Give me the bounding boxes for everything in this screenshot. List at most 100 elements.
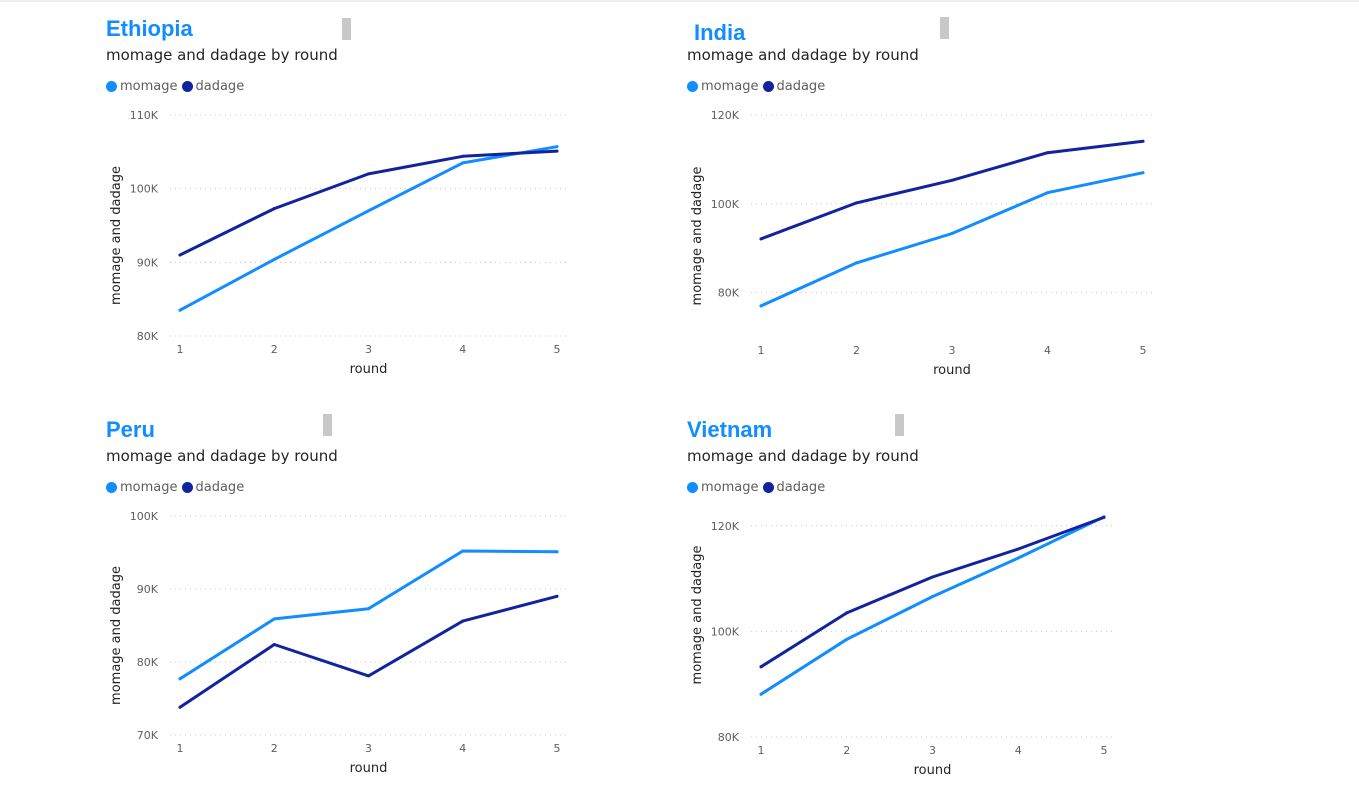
y-axis-title: momage and dadage <box>690 546 705 685</box>
x-axis-title: round <box>933 363 971 378</box>
line-chart-india: 80K 100K 120K 1 2 3 4 5 round momage and dadage <box>690 109 1153 378</box>
x-tick-label: 4 <box>459 742 466 755</box>
legend-label-momage: momage <box>701 79 759 94</box>
data-point-dadage <box>178 705 182 709</box>
legend-item-momage[interactable]: momage <box>106 480 178 495</box>
y-tick-label: 120K <box>711 520 740 533</box>
data-point-momage <box>1016 556 1020 560</box>
x-tick-label: 2 <box>271 742 278 755</box>
data-point-momage <box>367 607 370 611</box>
series-line-momage <box>759 515 1106 696</box>
legend-item-dadage[interactable]: dadage <box>762 480 826 495</box>
data-point-momage <box>555 145 559 149</box>
data-point-momage <box>178 308 182 312</box>
legend-item-momage[interactable]: momage <box>687 79 759 94</box>
y-axis-title: momage and dadage <box>690 167 705 306</box>
x-tick-label: 3 <box>365 343 372 356</box>
legend-dot-dadage <box>762 482 774 493</box>
data-point-dadage <box>845 611 849 615</box>
series-line-dadage <box>178 594 559 709</box>
x-tick-label: 3 <box>949 344 956 357</box>
x-tick-label: 1 <box>177 742 184 755</box>
y-tick-label: 80K <box>137 330 159 343</box>
legend-item-momage[interactable]: momage <box>687 480 759 495</box>
x-tick-label: 1 <box>758 744 765 757</box>
legend-dot-momage <box>106 81 117 92</box>
legend-label-dadage: dadage <box>195 79 245 94</box>
data-point-dadage <box>1016 547 1020 551</box>
country-title: India <box>694 20 746 45</box>
data-point-dadage <box>178 253 182 257</box>
y-tick-label: 80K <box>137 656 159 669</box>
x-axis-title: round <box>350 761 388 776</box>
top-divider <box>0 0 1359 2</box>
x-tick-label: 1 <box>177 343 184 356</box>
data-point-momage <box>759 304 763 308</box>
data-point-dadage <box>555 594 559 598</box>
x-tick-label: 2 <box>853 344 860 357</box>
y-tick-label: 100K <box>711 198 740 211</box>
line-chart-peru: 70K 80K 90K 100K 1 2 3 4 5 round momage and dadage <box>109 510 567 776</box>
chart-title: momage and dadage by round <box>687 447 919 465</box>
y-tick-label: 90K <box>137 256 159 269</box>
data-point-dadage <box>855 201 858 205</box>
chart-panel-india: India momage and dadage by round momage … <box>687 16 1247 401</box>
y-tick-label: 120K <box>711 109 740 122</box>
data-point-momage <box>272 257 276 261</box>
drag-handle[interactable] <box>940 17 949 39</box>
legend: momage dadage <box>687 79 829 94</box>
data-point-dadage <box>367 172 370 176</box>
legend: momage dadage <box>106 480 248 495</box>
y-tick-label: 110K <box>130 109 159 122</box>
data-point-dadage <box>931 575 934 579</box>
x-tick-label: 2 <box>271 343 278 356</box>
legend: momage dadage <box>106 79 248 94</box>
data-point-dadage <box>367 674 370 678</box>
drag-handle[interactable] <box>342 18 351 40</box>
legend-label-dadage: dadage <box>776 79 826 94</box>
data-point-dadage <box>950 178 954 182</box>
data-point-dadage <box>1102 515 1106 519</box>
country-title: Peru <box>106 417 155 442</box>
drag-handle[interactable] <box>895 414 904 436</box>
legend-label-momage: momage <box>120 480 178 495</box>
chart-title: momage and dadage by round <box>687 46 919 64</box>
data-point-momage <box>461 161 465 165</box>
legend-label-dadage: dadage <box>776 480 826 495</box>
legend-dot-dadage <box>762 81 774 92</box>
legend-label-momage: momage <box>701 480 759 495</box>
series-line-momage <box>178 549 559 681</box>
data-point-momage <box>1046 191 1049 195</box>
legend-item-momage[interactable]: momage <box>106 79 178 94</box>
x-tick-label: 4 <box>459 343 466 356</box>
data-point-dadage <box>1141 139 1145 143</box>
data-point-dadage <box>272 642 276 646</box>
chart-panel-peru: Peru momage and dadage by round momage d… <box>106 414 666 802</box>
data-point-momage <box>461 549 465 553</box>
x-tick-label: 3 <box>929 744 936 757</box>
data-point-momage <box>759 692 763 696</box>
data-point-momage <box>931 595 934 599</box>
country-title: Vietnam <box>687 417 773 442</box>
data-point-dadage <box>1046 151 1049 155</box>
legend-item-dadage[interactable]: dadage <box>181 480 245 495</box>
data-point-dadage <box>759 665 763 669</box>
chart-title: momage and dadage by round <box>106 46 338 64</box>
x-tick-label: 3 <box>365 742 372 755</box>
y-axis-title: momage and dadage <box>109 566 124 705</box>
y-tick-label: 90K <box>137 583 159 596</box>
legend-item-dadage[interactable]: dadage <box>181 79 245 94</box>
data-point-momage <box>845 637 849 641</box>
x-tick-label: 4 <box>1015 744 1022 757</box>
drag-handle[interactable] <box>323 414 332 436</box>
data-point-momage <box>1141 171 1145 175</box>
chart-panel-ethiopia: Ethiopia momage and dadage by round moma… <box>106 16 666 401</box>
legend: momage dadage <box>687 480 829 495</box>
x-axis-title: round <box>914 763 952 778</box>
line-chart-ethiopia: 80K 90K 100K 110K 1 2 3 4 5 round momage and dadag… <box>109 109 567 377</box>
legend-label-dadage: dadage <box>195 480 245 495</box>
data-point-momage <box>367 209 370 213</box>
legend-dot-momage <box>687 482 698 493</box>
series-line-dadage <box>759 139 1145 241</box>
legend-item-dadage[interactable]: dadage <box>762 79 826 94</box>
